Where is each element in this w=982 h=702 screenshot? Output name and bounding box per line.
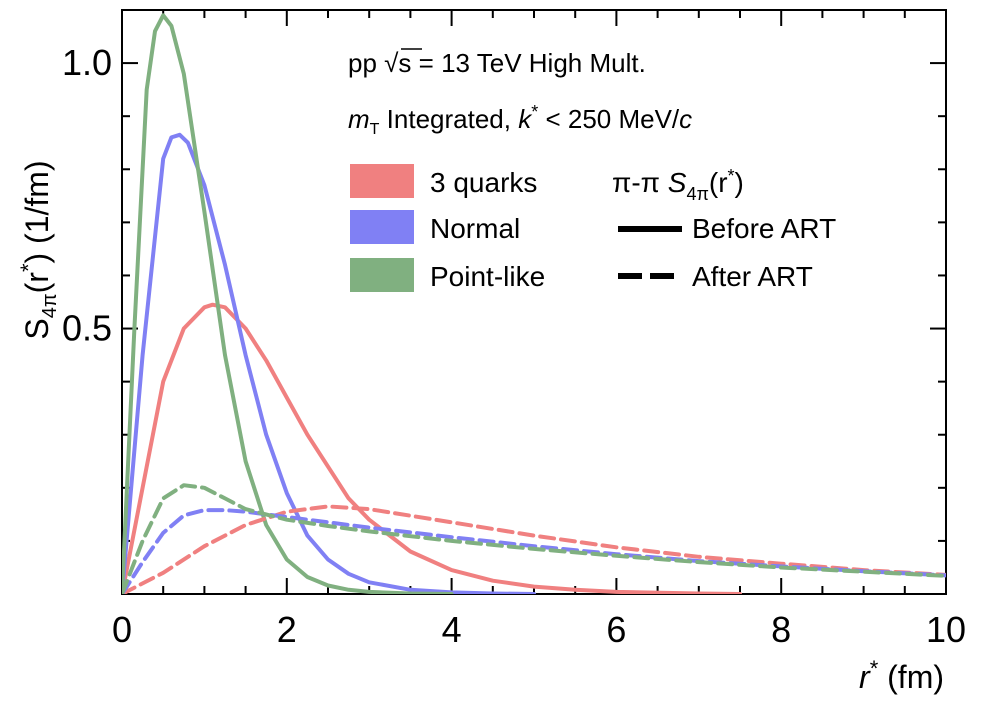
legend-label-before-art: Before ART xyxy=(692,213,836,244)
legend-styles-title: π-π S4π(r*) xyxy=(612,166,744,204)
legend-swatch-3-quarks xyxy=(350,164,414,198)
x-axis-title: r* (fm) xyxy=(859,656,944,695)
x-tick-label: 6 xyxy=(606,609,626,650)
legend-swatch-point-like xyxy=(350,258,414,292)
y-tick-label: 0.5 xyxy=(62,308,112,349)
legend-models: 3 quarks Normal Point-like xyxy=(350,164,545,292)
y-tick-label: 1.0 xyxy=(62,42,112,83)
x-tick-label: 2 xyxy=(277,609,297,650)
legend-label-normal: Normal xyxy=(430,213,520,244)
x-tick-label: 4 xyxy=(442,609,462,650)
series-line-normal-before-art xyxy=(122,132,536,594)
series-line-point-like-before-art xyxy=(122,13,454,594)
legend-label-after-art: After ART xyxy=(692,261,813,292)
axis-ticks xyxy=(121,9,947,595)
series-line-normal-after-art xyxy=(122,508,946,594)
x-tick-label: 0 xyxy=(112,609,132,650)
series-line-3-quarks-after-art xyxy=(122,504,946,594)
annotation-collision-system: pp √s = 13 TeV High Mult. xyxy=(348,48,646,78)
y-axis-title: S4π(r*) (1/fm) xyxy=(16,160,61,339)
series-line-point-like-after-art xyxy=(122,483,946,594)
tick-labels: 0 2 4 6 8 10 0.5 1.0 xyxy=(62,42,966,650)
x-tick-label: 10 xyxy=(926,609,966,650)
x-tick-label: 8 xyxy=(771,609,791,650)
legend-label-point-like: Point-like xyxy=(430,261,545,292)
legend-swatch-normal xyxy=(350,210,414,244)
plot-frame xyxy=(121,9,947,595)
annotation-selection: mT Integrated, k* < 250 MeV/c xyxy=(348,102,692,138)
series-line-3-quarks-before-art xyxy=(122,302,742,594)
legend-label-3-quarks: 3 quarks xyxy=(430,167,537,198)
legend-styles: π-π S4π(r*) Before ART After ART xyxy=(612,166,836,292)
series-layer xyxy=(122,13,946,594)
